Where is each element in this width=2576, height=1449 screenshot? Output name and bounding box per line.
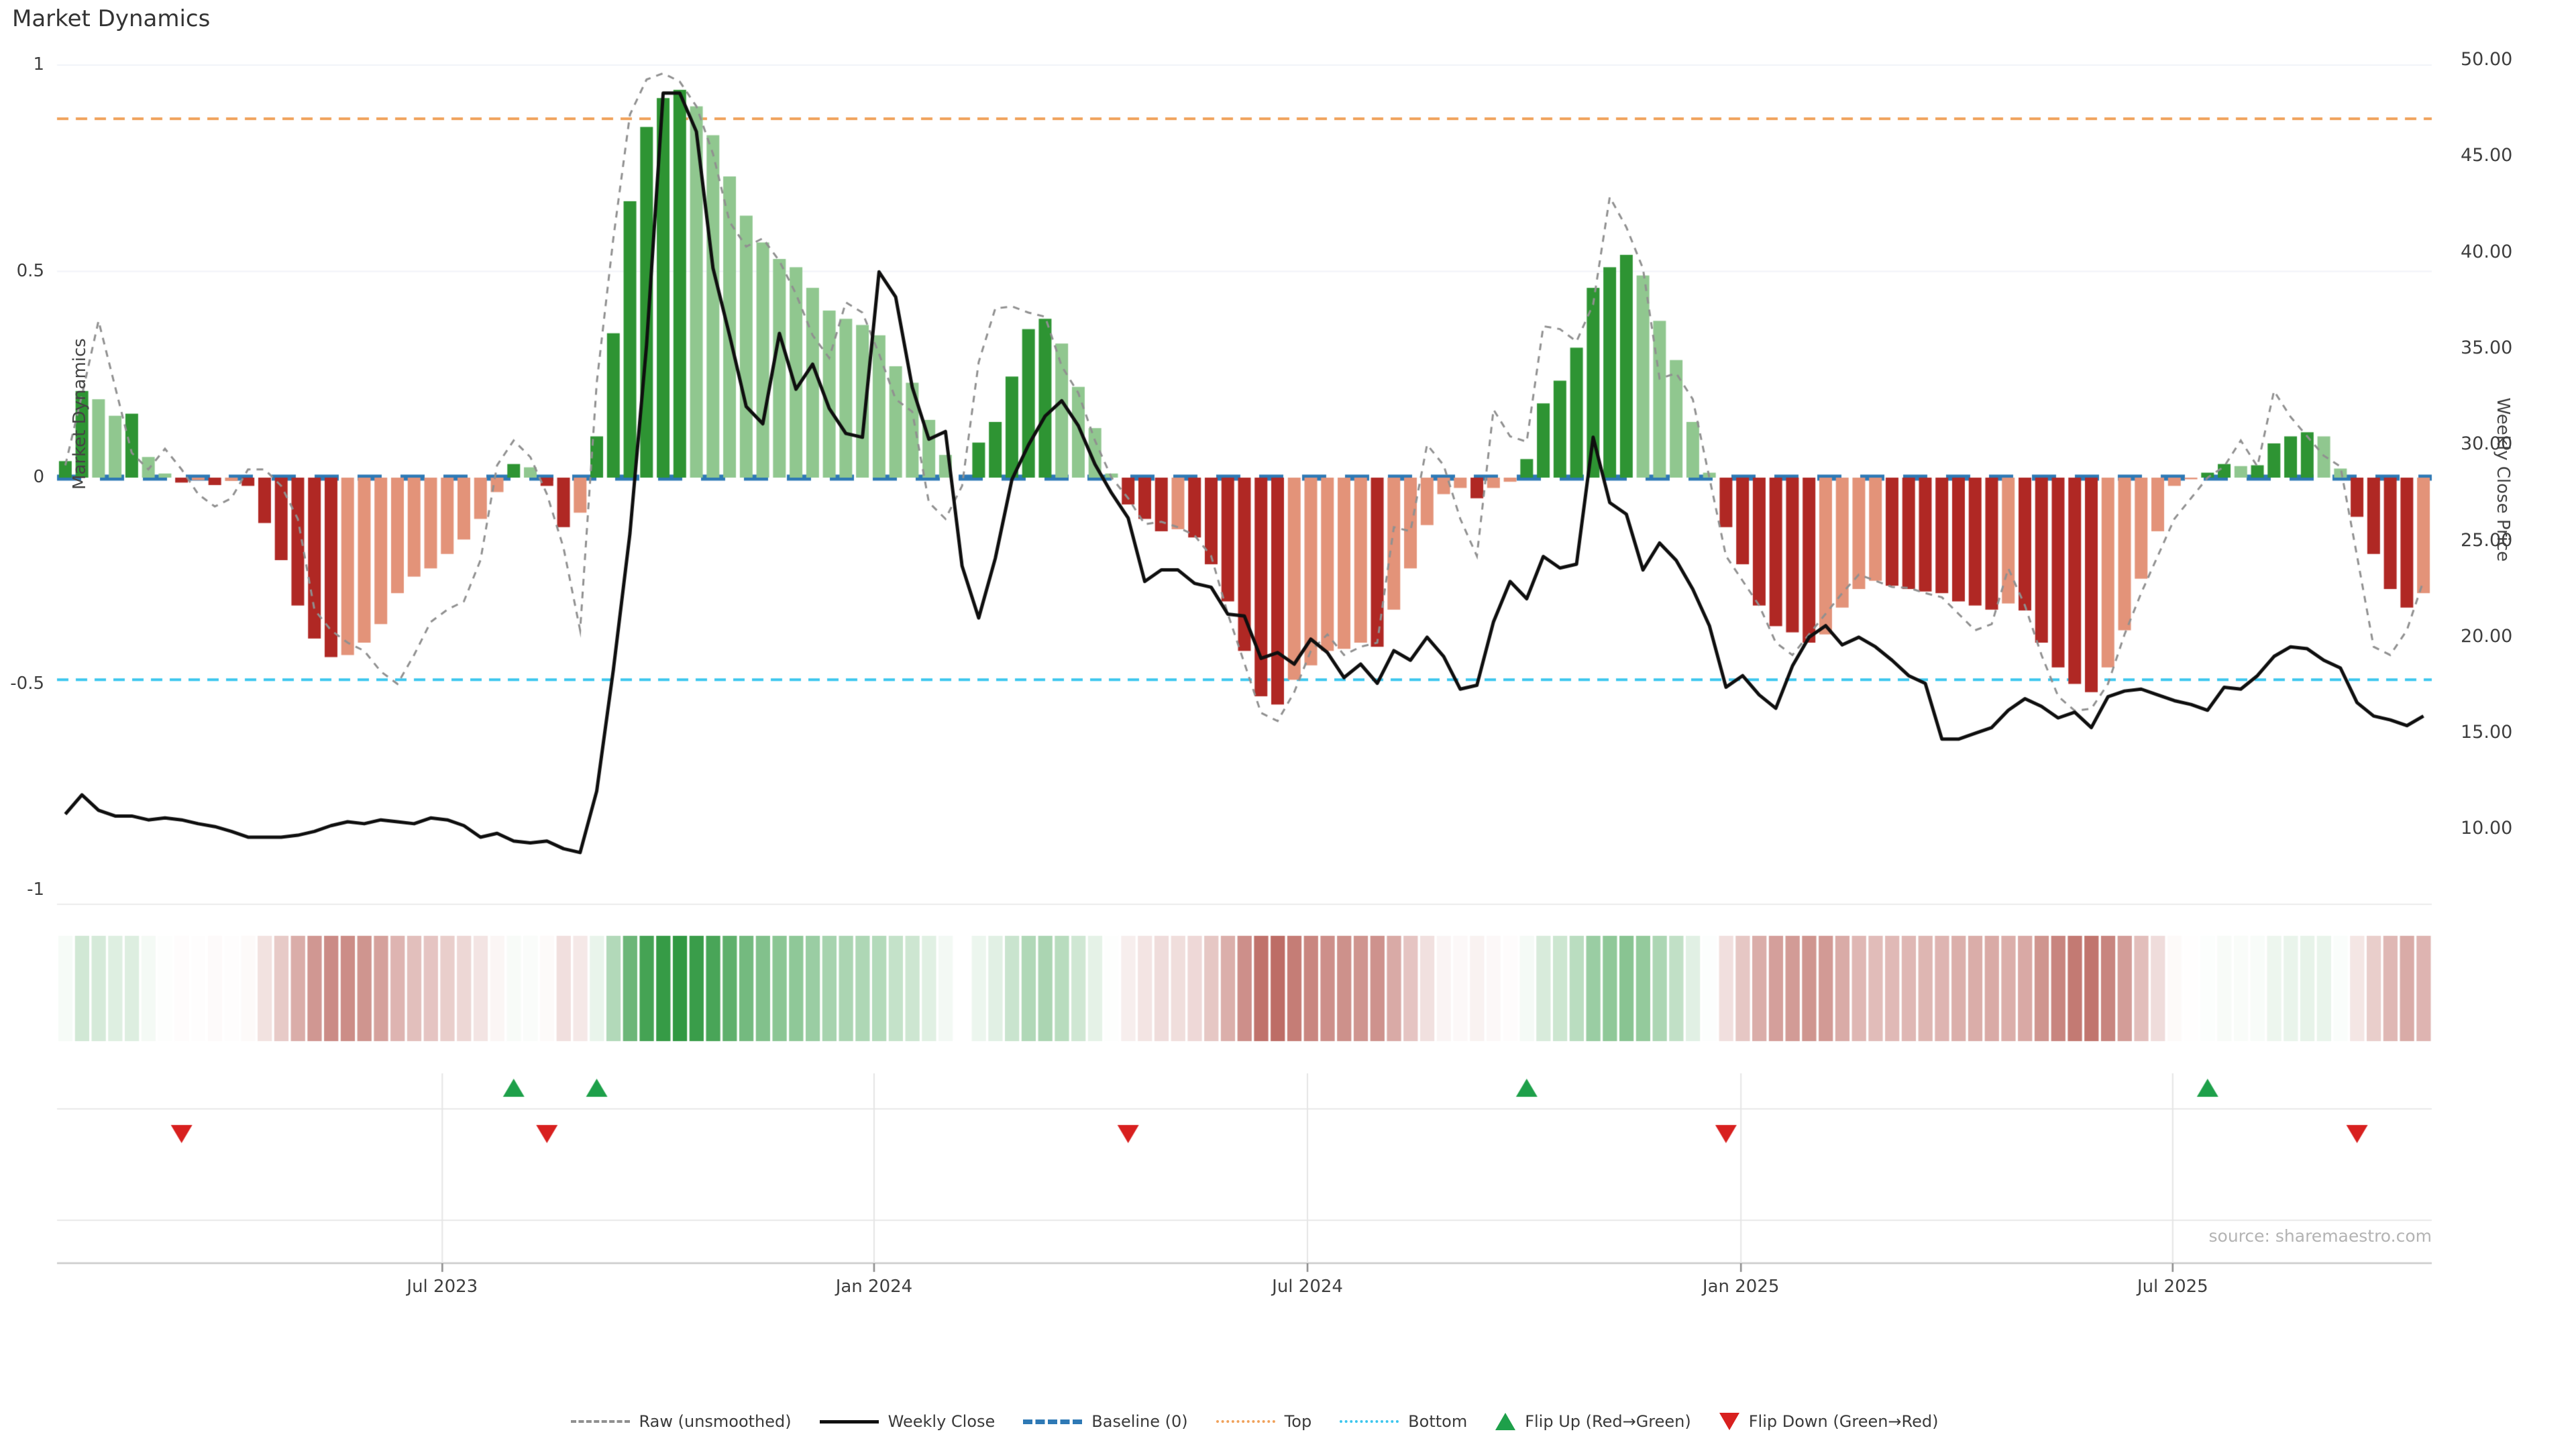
right-axis-tick: 35.00 xyxy=(2461,337,2513,358)
dotted-line-icon xyxy=(1340,1420,1399,1423)
flip-up-triangle-icon xyxy=(1495,1413,1516,1430)
dotted-line-icon xyxy=(1216,1420,1275,1423)
dashed-line-icon xyxy=(570,1420,630,1423)
x-axis-tick-label: Jan 2025 xyxy=(1702,1277,1780,1297)
source-attribution: source: sharemaestro.com xyxy=(2208,1226,2432,1246)
left-axis-tick: 1 xyxy=(33,54,44,74)
legend-item: Flip Down (Green→Red) xyxy=(1719,1412,1939,1431)
flip-down-triangle-icon xyxy=(1719,1413,1739,1430)
legend-item-label: Flip Up (Red→Green) xyxy=(1525,1412,1691,1431)
solid-line-icon xyxy=(819,1419,879,1424)
right-axis-tick: 45.00 xyxy=(2461,145,2513,166)
legend-item: Bottom xyxy=(1340,1412,1467,1431)
legend-item-label: Top xyxy=(1284,1412,1312,1431)
x-axis-tick-label: Jan 2024 xyxy=(835,1277,913,1297)
x-axis-tick-label: Jul 2024 xyxy=(1272,1277,1343,1297)
x-axis-tick-label: Jul 2025 xyxy=(2137,1277,2208,1297)
chart-legend: Raw (unsmoothed) Weekly Close Baseline (0)… xyxy=(0,1412,2509,1431)
left-axis-tick: -0.5 xyxy=(10,673,44,694)
page-title: Market Dynamics xyxy=(12,5,211,32)
left-axis-tick: -1 xyxy=(27,879,44,900)
right-axis-tick: 40.00 xyxy=(2461,241,2513,262)
legend-item: Weekly Close xyxy=(819,1412,996,1431)
right-axis-tick: 20.00 xyxy=(2461,625,2513,647)
legend-item: Raw (unsmoothed) xyxy=(570,1412,792,1431)
left-axis-tick: 0 xyxy=(33,467,44,487)
legend-item: Flip Up (Red→Green) xyxy=(1495,1412,1691,1431)
left-axis-title: Market Dynamics xyxy=(69,338,90,490)
long-dash-line-icon xyxy=(1023,1419,1083,1424)
legend-item-label: Weekly Close xyxy=(888,1412,996,1431)
right-axis-tick: 10.00 xyxy=(2461,818,2513,839)
legend-item: Top xyxy=(1216,1412,1312,1431)
legend-item-label: Baseline (0) xyxy=(1091,1412,1188,1431)
left-axis-tick: 0.5 xyxy=(16,260,44,281)
right-axis-tick: 50.00 xyxy=(2461,49,2513,70)
right-axis-tick: 25.00 xyxy=(2461,529,2513,551)
legend-item-label: Raw (unsmoothed) xyxy=(639,1412,792,1431)
right-axis-tick: 15.00 xyxy=(2461,722,2513,743)
legend-item-label: Bottom xyxy=(1408,1412,1468,1431)
legend-item: Baseline (0) xyxy=(1023,1412,1188,1431)
right-axis-tick: 30.00 xyxy=(2461,433,2513,455)
x-axis-tick-label: Jul 2023 xyxy=(407,1277,478,1297)
legend-item-label: Flip Down (Green→Red) xyxy=(1748,1412,1939,1431)
